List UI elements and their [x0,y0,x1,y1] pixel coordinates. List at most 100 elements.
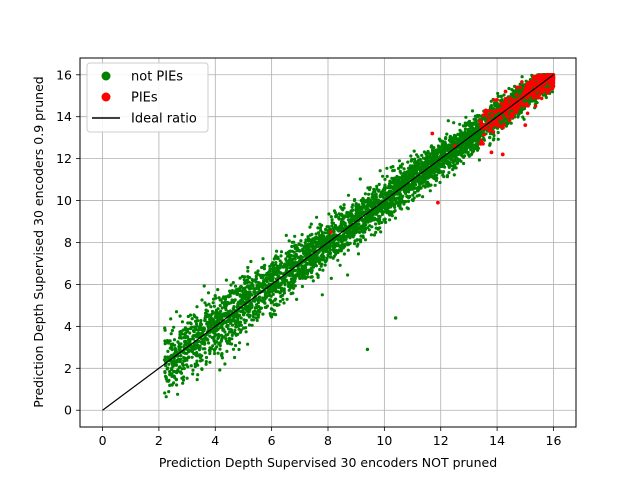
point-not-pie [311,244,315,248]
point-not-pie [220,316,224,320]
point-not-pie [383,201,387,205]
point-not-pie [333,211,337,215]
point-not-pie [294,246,298,250]
point-not-pie [318,239,323,243]
point-not-pie [257,287,261,292]
point-not-pie [345,229,349,233]
point-not-pie [466,150,470,154]
point-not-pie [331,221,335,225]
point-not-pie [416,165,420,169]
point-not-pie [216,317,220,321]
point-not-pie [213,351,217,356]
point-not-pie [479,132,483,136]
point-not-pie [269,301,273,305]
point-not-pie [430,144,434,148]
point-not-pie [226,312,230,316]
point-not-pie [269,307,273,311]
point-not-pie [220,301,224,305]
point-not-pie [180,332,184,336]
point-not-pie [321,257,326,261]
point-not-pie [451,159,455,163]
point-not-pie [446,119,450,123]
point-not-pie [424,152,428,156]
point-not-pie [336,241,340,245]
point-not-pie [337,237,341,241]
point-not-pie [181,381,185,385]
point-not-pie [228,342,232,346]
point-not-pie [233,355,237,360]
point-not-pie [366,186,370,190]
point-not-pie [227,336,231,341]
point-not-pie [421,184,425,188]
point-not-pie [246,265,250,270]
point-not-pie [396,192,400,196]
point-not-pie [278,259,282,263]
point-not-pie [218,341,222,345]
point-not-pie [346,273,350,277]
point-not-pie [241,313,246,317]
point-not-pie [182,356,186,360]
point-not-pie [274,261,278,265]
point-not-pie [458,150,462,154]
point-not-pie [290,244,294,249]
point-not-pie [260,265,264,270]
point-not-pie [227,339,231,343]
point-not-pie [214,296,218,300]
point-not-pie [381,174,385,178]
point-not-pie [191,329,196,333]
point-not-pie [317,258,322,262]
point-not-pie [349,217,353,221]
point-not-pie [336,244,340,248]
point-not-pie [285,297,289,301]
point-not-pie [373,197,377,201]
point-not-pie [402,202,406,206]
point-not-pie [297,268,301,273]
point-not-pie [458,122,462,126]
point-not-pie [231,307,235,311]
point-not-pie [383,217,387,221]
point-not-pie [516,113,520,117]
point-not-pie [169,332,173,336]
point-not-pie [190,317,194,321]
point-not-pie [520,75,524,79]
point-not-pie [218,343,222,348]
point-not-pie [278,262,283,267]
point-not-pie [413,157,417,161]
point-not-pie [176,392,180,396]
point-not-pie [282,291,286,295]
point-not-pie [496,91,500,96]
point-not-pie [231,281,235,285]
point-not-pie [207,348,211,352]
point-not-pie [186,335,190,339]
point-not-pie [171,342,175,346]
point-not-pie [178,314,182,318]
point-not-pie [233,343,238,348]
point-not-pie [299,239,303,243]
point-not-pie [220,306,224,310]
point-not-pie [169,368,173,372]
point-not-pie [420,153,424,157]
point-not-pie [220,324,224,328]
point-not-pie [317,250,321,254]
point-not-pie [261,257,265,261]
point-not-pie [299,254,303,258]
point-not-pie [374,230,378,234]
point-not-pie [255,283,259,288]
point-not-pie [238,341,242,345]
point-not-pie [467,119,472,123]
point-not-pie [309,222,313,226]
point-not-pie [308,248,312,252]
point-not-pie [474,126,478,130]
point-not-pie [334,248,338,253]
point-not-pie [219,309,223,313]
point-not-pie [231,299,235,303]
point-not-pie [293,279,297,283]
point-not-pie [445,132,449,136]
point-not-pie [319,254,323,258]
point-not-pie [236,332,240,336]
point-not-pie [381,189,385,193]
point-not-pie [454,156,458,160]
point-not-pie [216,332,221,337]
point-not-pie [223,304,227,308]
point-not-pie [470,140,475,144]
